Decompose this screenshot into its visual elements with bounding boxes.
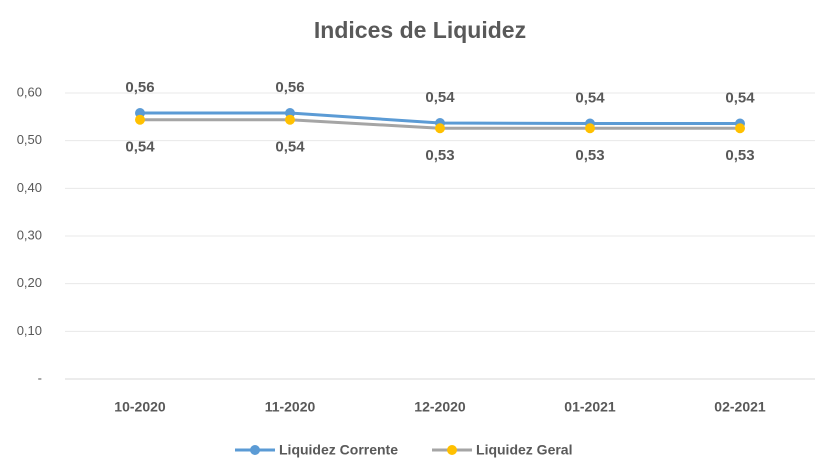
y-tick-label: 0,50 [17, 132, 42, 147]
legend-marker [447, 445, 458, 455]
chart-title: Indices de Liquidez [314, 17, 526, 43]
marker [435, 123, 445, 134]
y-tick-label: 0,10 [17, 323, 42, 338]
data-label: 0,53 [725, 147, 754, 164]
y-tick-label: 0,20 [17, 275, 42, 290]
y-tick-label: 0,40 [17, 180, 42, 195]
data-label: 0,54 [725, 89, 755, 106]
data-label: 0,54 [275, 139, 305, 156]
data-label: 0,53 [575, 147, 604, 164]
data-label: 0,54 [575, 89, 605, 106]
marker [135, 114, 145, 125]
legend-label: Liquidez Corrente [279, 442, 398, 458]
data-label: 0,54 [125, 139, 155, 156]
legend-marker [250, 445, 260, 455]
x-tick-label: 10-2020 [114, 399, 166, 415]
y-tick-label: - [38, 370, 42, 385]
x-tick-label: 02-2021 [714, 399, 766, 415]
legend-label: Liquidez Geral [476, 442, 572, 458]
y-tick-label: 0,30 [17, 227, 42, 242]
marker [285, 114, 295, 125]
data-label: 0,54 [425, 89, 455, 106]
data-label: 0,56 [275, 79, 304, 96]
marker [585, 123, 595, 134]
data-label: 0,53 [425, 147, 454, 164]
x-tick-label: 12-2020 [414, 399, 466, 415]
y-tick-label: 0,60 [17, 84, 42, 99]
marker [735, 123, 745, 134]
data-label: 0,56 [125, 79, 154, 96]
x-tick-label: 11-2020 [265, 399, 316, 415]
x-tick-label: 01-2021 [564, 399, 616, 415]
